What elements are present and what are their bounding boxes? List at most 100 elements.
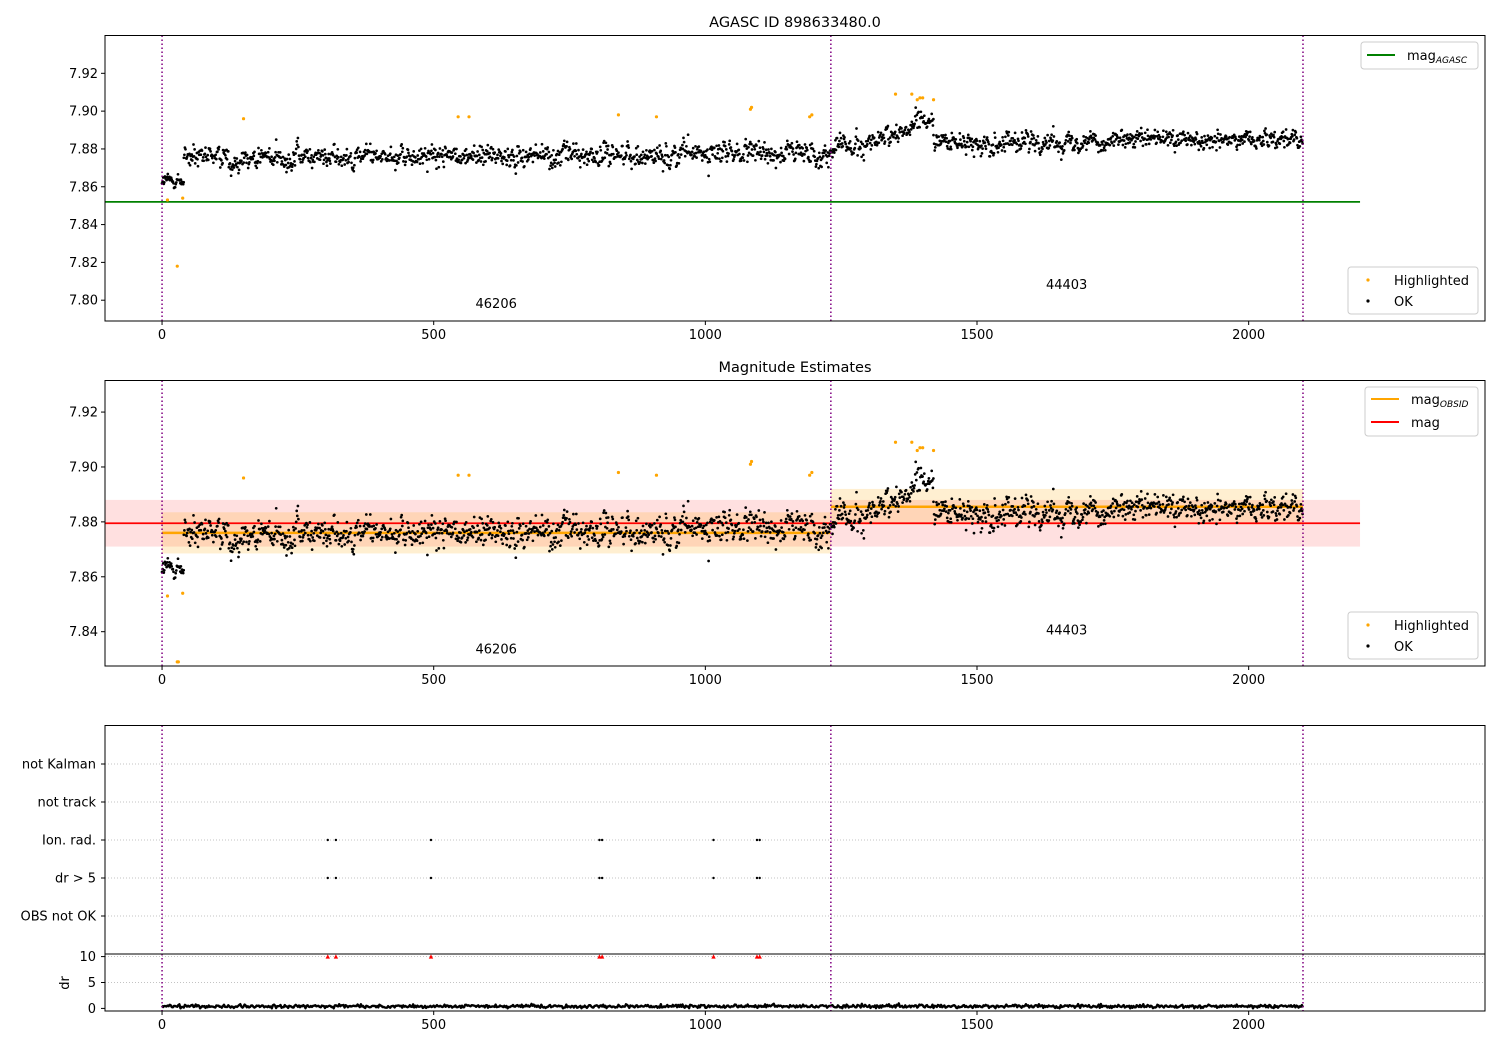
ok-point [742,528,745,532]
ok-point [759,157,763,161]
ok-point [416,530,420,533]
ok-point [888,504,892,507]
ok-point [419,520,423,524]
ok-point [586,157,590,161]
ok-point [437,165,441,169]
ok-point [387,159,391,162]
ok-point [854,135,858,139]
ok-point [914,460,918,464]
ok-point [794,151,798,155]
ok-point [912,126,915,130]
ok-point [707,174,710,178]
ok-point [958,498,962,501]
ok-point [477,536,481,540]
ok-point [165,565,168,569]
ok-point [323,148,327,151]
ok-point [744,516,748,519]
ok-point [400,142,404,146]
ok-point [674,525,677,529]
ok-point [1282,509,1286,512]
ok-point [1176,501,1180,504]
ok-point [525,538,529,542]
ok-point [208,147,212,151]
ok-point [548,167,551,171]
ok-point [711,153,714,156]
ok-point [465,153,469,157]
ok-point [546,533,550,537]
ok-point [882,136,886,140]
ok-point [862,159,866,162]
ok-point [1275,143,1278,146]
ok-point [471,535,475,539]
ok-point [626,143,630,147]
ok-point [499,154,502,158]
ok-point [654,537,657,541]
ok-point [527,155,531,159]
ok-point [368,525,372,528]
ok-point [627,518,631,522]
ok-point [1061,526,1065,530]
ok-point [659,149,663,153]
ok-point [188,152,191,156]
ok-point [1019,520,1023,523]
ok-point [1215,504,1219,508]
ok-point [286,540,290,544]
ok-point [430,514,434,517]
ok-point [872,136,876,140]
ok-point [1123,518,1127,521]
ok-point [787,527,791,531]
ok-point [778,153,782,157]
ok-point [190,159,194,162]
ok-point [634,162,637,166]
ok-point [1087,511,1091,515]
ok-point [669,158,673,162]
ok-point [1109,504,1113,508]
ok-point [521,538,524,542]
ok-point [782,537,786,541]
ok-point [1005,495,1008,499]
ok-point [1216,132,1220,136]
ok-point [286,161,290,165]
ok-point [735,524,738,527]
ok-point [1194,138,1198,141]
ok-point [767,148,770,151]
ok-point [627,534,631,538]
ok-point [892,503,895,507]
ok-point [491,533,494,537]
ok-point [1067,130,1071,134]
x-tick-label: 1500 [960,673,993,688]
ok-point [552,148,555,152]
ok-point [1117,143,1120,146]
highlighted-point [893,440,898,444]
ok-point [1116,136,1120,140]
ok-point [525,532,528,535]
ok-point [459,531,462,535]
ok-point [1085,521,1088,525]
ok-point [1248,502,1251,506]
ok-point [242,540,246,544]
ok-point [763,157,767,161]
ok-point [908,133,912,137]
ok-point [751,530,755,533]
highlighted-point [748,462,753,466]
ok-point [1299,135,1303,139]
ok-point [1263,129,1266,133]
ok-point [978,518,982,521]
ok-point [597,544,601,547]
ok-point [838,497,842,500]
ok-point [827,165,830,169]
ok-point [462,156,466,160]
ok-point [1168,141,1172,145]
ok-point [817,548,821,552]
ok-point [1176,507,1180,510]
ok-point [621,144,624,148]
ok-point [480,517,483,521]
ok-point [1038,153,1042,157]
ok-point [978,139,982,143]
ok-point [967,145,971,149]
ok-point [935,500,938,504]
ok-point [429,152,433,156]
ok-point [435,531,439,535]
ok-point [971,145,975,149]
ok-point [611,528,615,531]
